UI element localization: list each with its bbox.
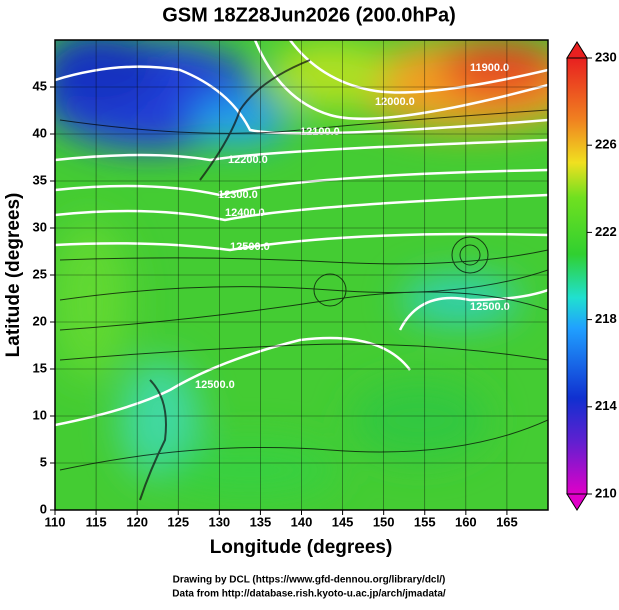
y-tick-label: 20 [33,313,47,328]
contour-label: 11900.0 [470,62,509,74]
contour-label: 12500.0 [230,241,270,253]
x-tick-label: 140 [291,514,313,529]
colorbar [566,57,588,495]
x-axis-label: Longitude (degrees) [210,537,393,558]
y-tick-label: 45 [33,78,47,93]
contour-label: 12400.0 [225,207,265,219]
colorbar-tick-label: 218 [595,311,617,326]
contour-label: 12500.0 [195,379,235,391]
y-tick-label: 10 [33,407,47,422]
y-tick-label: 15 [33,360,47,375]
x-tick-label: 135 [250,514,272,529]
x-tick-label: 150 [373,514,395,529]
y-tick-label: 5 [40,454,47,469]
x-tick-label: 145 [332,514,354,529]
credit: Data from http://database.rish.kyoto-u.a… [172,589,446,600]
x-tick-label: 125 [167,514,189,529]
x-tick-label: 120 [126,514,148,529]
colorbar-tick-label: 230 [595,49,617,64]
colorbar-tick-label: 210 [595,485,617,500]
y-tick-label: 25 [33,266,47,281]
contour-label: 12100.0 [300,126,340,138]
contour-label: 12500.0 [470,301,510,313]
credit: Drawing by DCL (https://www.gfd-dennou.o… [173,575,446,586]
y-tick-label: 30 [33,219,47,234]
contour-label: 12000.0 [375,96,415,108]
x-tick-label: 160 [455,514,477,529]
colorbar-tick-label: 222 [595,224,617,239]
y-tick-label: 35 [33,172,47,187]
colorbar-extend-bottom [566,493,588,511]
contour-label: 12200.0 [228,154,268,166]
field: 11900.0 12000.0 12100.0 12200.0 12300.0 … [55,40,548,510]
plot-frame [54,39,549,511]
y-tick-label: 40 [33,125,47,140]
x-tick-label: 155 [414,514,436,529]
colorbar-tick-label: 214 [595,398,617,413]
x-tick-label: 110 [45,514,66,529]
x-tick-label: 165 [496,514,518,529]
y-axis-label: Latitude (degrees) [3,193,24,358]
contour-label: 12300.0 [218,189,258,201]
y-tick-label: 0 [40,501,47,516]
colorbar-extend-top [566,41,588,59]
x-tick-label: 130 [208,514,230,529]
x-tick-label: 115 [86,514,107,529]
chart-title: GSM 18Z28Jun2026 (200.0hPa) [162,4,455,26]
colorbar-tick-label: 226 [595,137,617,152]
